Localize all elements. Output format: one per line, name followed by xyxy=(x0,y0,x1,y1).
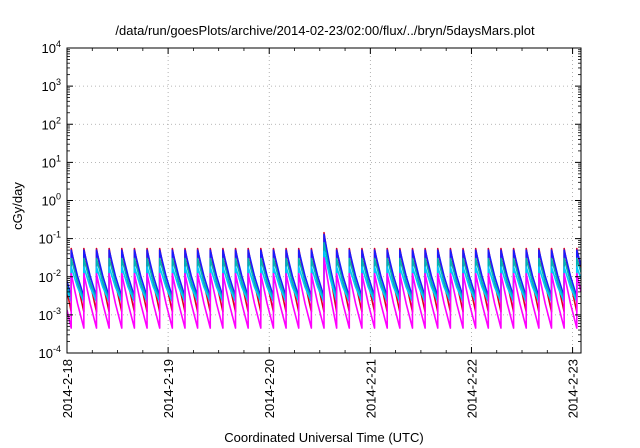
y-tick-label: 10-4 xyxy=(39,344,61,361)
y-tick-label: 10-2 xyxy=(39,268,61,285)
series-group xyxy=(67,231,581,329)
x-tick-label: 2014-2-20 xyxy=(262,359,277,418)
chart-title: /data/run/goesPlots/archive/2014-02-23/0… xyxy=(115,23,535,38)
x-axis-label: Coordinated Universal Time (UTC) xyxy=(224,430,423,445)
x-tick-label: 2014-2-21 xyxy=(363,359,378,418)
x-tick-label: 2014-2-18 xyxy=(60,359,75,418)
series-line-5 xyxy=(67,257,581,329)
y-tick-label: 102 xyxy=(42,115,61,132)
y-axis-label: cGy/day xyxy=(10,182,25,230)
axis-ticks xyxy=(66,47,581,354)
y-tick-label: 101 xyxy=(42,153,61,170)
x-tick-label: 2014-2-22 xyxy=(464,359,479,418)
x-tick-label: 2014-2-23 xyxy=(566,359,581,418)
y-tick-label: 103 xyxy=(42,77,61,94)
y-tick-label: 10-1 xyxy=(39,230,61,247)
y-tick-label: 104 xyxy=(42,39,61,56)
x-tick-label: 2014-2-19 xyxy=(161,359,176,418)
y-tick-label: 100 xyxy=(42,192,61,209)
y-tick-labels: 10-4 10-3 10-2 10-1 100 101 102 103 104 xyxy=(39,39,61,361)
x-tick-labels: 2014-2-18 2014-2-19 2014-2-20 2014-2-21 2014… xyxy=(60,359,581,418)
y-tick-label: 10-3 xyxy=(39,306,61,323)
